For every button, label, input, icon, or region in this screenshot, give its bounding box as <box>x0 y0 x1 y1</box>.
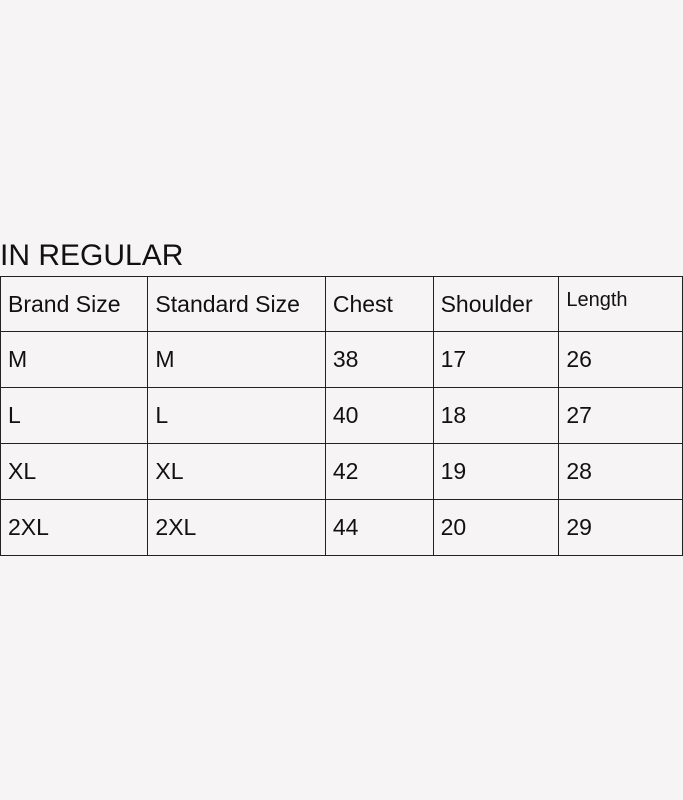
cell: M <box>147 331 326 388</box>
table-row: M M 38 17 26 <box>0 331 683 388</box>
cell: 2XL <box>147 499 326 556</box>
cell: 26 <box>558 331 683 388</box>
cell: XL <box>0 443 149 500</box>
table-row: L L 40 18 27 <box>0 387 683 444</box>
header-brand-size: Brand Size <box>0 276 149 332</box>
header-shoulder: Shoulder <box>432 276 560 332</box>
table-row: 2XL 2XL 44 20 29 <box>0 499 683 556</box>
header-chest: Chest <box>324 276 434 332</box>
header-standard-size: Standard Size <box>147 276 326 332</box>
cell: 19 <box>432 443 560 500</box>
cell: L <box>0 387 149 444</box>
cell: 18 <box>432 387 560 444</box>
cell: 17 <box>432 331 560 388</box>
header-length: Length <box>558 276 683 332</box>
cell: 2XL <box>0 499 149 556</box>
cell: M <box>0 331 149 388</box>
cell: 27 <box>558 387 683 444</box>
table-row: XL XL 42 19 28 <box>0 443 683 500</box>
size-chart-title: IN REGULAR <box>0 239 184 272</box>
cell: 42 <box>324 443 434 500</box>
cell: 44 <box>324 499 434 556</box>
cell: 38 <box>324 331 434 388</box>
cell: 20 <box>432 499 560 556</box>
cell: 40 <box>324 387 434 444</box>
cell: XL <box>147 443 326 500</box>
cell: 28 <box>558 443 683 500</box>
cell: 29 <box>558 499 683 556</box>
table-header-row: Brand Size Standard Size Chest Shoulder … <box>0 276 683 332</box>
size-chart-table: Brand Size Standard Size Chest Shoulder … <box>0 276 683 556</box>
cell: L <box>147 387 326 444</box>
